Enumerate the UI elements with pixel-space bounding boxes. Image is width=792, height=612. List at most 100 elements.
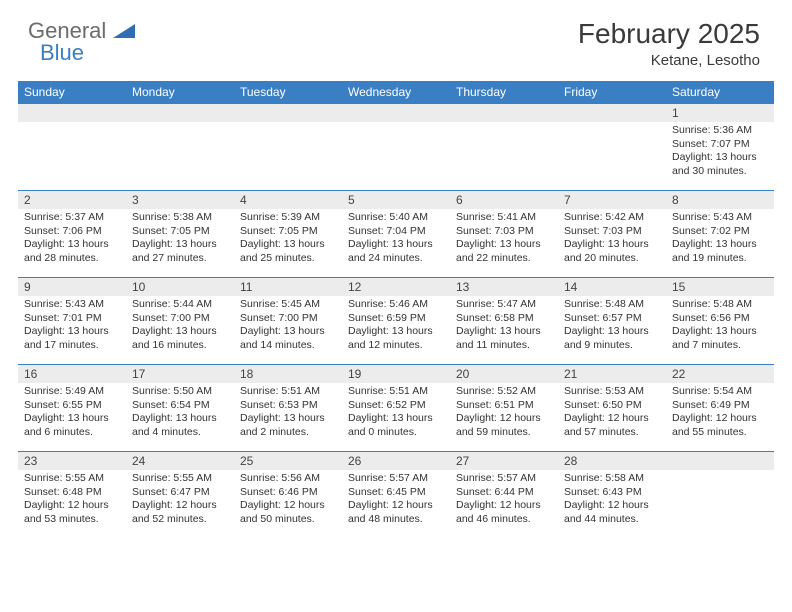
sunrise-text: Sunrise: 5:50 AM <box>132 385 228 399</box>
week-row: 1 Sunrise: 5:36 AMSunset: 7:07 PMDaylight… <box>18 103 774 190</box>
sunrise-text: Sunrise: 5:56 AM <box>240 472 336 486</box>
sunset-text: Sunset: 6:59 PM <box>348 312 444 326</box>
day-number: 17 <box>126 365 234 383</box>
day-number: 16 <box>18 365 126 383</box>
weekday-header: Wednesday <box>342 81 450 103</box>
sunrise-text: Sunrise: 5:45 AM <box>240 298 336 312</box>
day-cell <box>234 104 342 190</box>
day-cell: 21Sunrise: 5:53 AMSunset: 6:50 PMDayligh… <box>558 365 666 451</box>
sunrise-text: Sunrise: 5:44 AM <box>132 298 228 312</box>
sunrise-text: Sunrise: 5:55 AM <box>24 472 120 486</box>
day-cell: 17Sunrise: 5:50 AMSunset: 6:54 PMDayligh… <box>126 365 234 451</box>
daylight-text: Daylight: 13 hours and 16 minutes. <box>132 325 228 352</box>
day-cell <box>342 104 450 190</box>
sunrise-text: Sunrise: 5:40 AM <box>348 211 444 225</box>
day-details: Sunrise: 5:51 AMSunset: 6:52 PMDaylight:… <box>342 383 450 444</box>
daylight-text: Daylight: 13 hours and 25 minutes. <box>240 238 336 265</box>
sunset-text: Sunset: 7:01 PM <box>24 312 120 326</box>
logo: General Blue <box>28 18 135 66</box>
day-details: Sunrise: 5:53 AMSunset: 6:50 PMDaylight:… <box>558 383 666 444</box>
day-cell: 27Sunrise: 5:57 AMSunset: 6:44 PMDayligh… <box>450 452 558 538</box>
day-cell: 6Sunrise: 5:41 AMSunset: 7:03 PMDaylight… <box>450 191 558 277</box>
day-cell: 25Sunrise: 5:56 AMSunset: 6:46 PMDayligh… <box>234 452 342 538</box>
day-details: Sunrise: 5:45 AMSunset: 7:00 PMDaylight:… <box>234 296 342 357</box>
sunset-text: Sunset: 7:03 PM <box>564 225 660 239</box>
day-details: Sunrise: 5:51 AMSunset: 6:53 PMDaylight:… <box>234 383 342 444</box>
day-number: 8 <box>666 191 774 209</box>
day-details: Sunrise: 5:57 AMSunset: 6:45 PMDaylight:… <box>342 470 450 531</box>
daylight-text: Daylight: 13 hours and 2 minutes. <box>240 412 336 439</box>
weekday-header: Thursday <box>450 81 558 103</box>
sunrise-text: Sunrise: 5:42 AM <box>564 211 660 225</box>
day-cell: 16Sunrise: 5:49 AMSunset: 6:55 PMDayligh… <box>18 365 126 451</box>
weekday-header: Friday <box>558 81 666 103</box>
day-number: 22 <box>666 365 774 383</box>
calendar: SundayMondayTuesdayWednesdayThursdayFrid… <box>18 81 774 538</box>
sunrise-text: Sunrise: 5:51 AM <box>348 385 444 399</box>
day-number: 12 <box>342 278 450 296</box>
daylight-text: Daylight: 13 hours and 0 minutes. <box>348 412 444 439</box>
day-number: 27 <box>450 452 558 470</box>
daylight-text: Daylight: 12 hours and 48 minutes. <box>348 499 444 526</box>
day-cell: 4Sunrise: 5:39 AMSunset: 7:05 PMDaylight… <box>234 191 342 277</box>
sunset-text: Sunset: 6:53 PM <box>240 399 336 413</box>
daylight-text: Daylight: 13 hours and 11 minutes. <box>456 325 552 352</box>
day-cell <box>450 104 558 190</box>
empty-day-number <box>558 104 666 122</box>
sunrise-text: Sunrise: 5:36 AM <box>672 124 768 138</box>
week-row: 16Sunrise: 5:49 AMSunset: 6:55 PMDayligh… <box>18 364 774 451</box>
sunrise-text: Sunrise: 5:43 AM <box>24 298 120 312</box>
daylight-text: Daylight: 13 hours and 27 minutes. <box>132 238 228 265</box>
day-cell: 22Sunrise: 5:54 AMSunset: 6:49 PMDayligh… <box>666 365 774 451</box>
sunrise-text: Sunrise: 5:53 AM <box>564 385 660 399</box>
day-details: Sunrise: 5:48 AMSunset: 6:57 PMDaylight:… <box>558 296 666 357</box>
sunset-text: Sunset: 7:05 PM <box>132 225 228 239</box>
day-cell: 12Sunrise: 5:46 AMSunset: 6:59 PMDayligh… <box>342 278 450 364</box>
daylight-text: Daylight: 13 hours and 30 minutes. <box>672 151 768 178</box>
sunrise-text: Sunrise: 5:48 AM <box>672 298 768 312</box>
sunset-text: Sunset: 6:49 PM <box>672 399 768 413</box>
day-number: 19 <box>342 365 450 383</box>
sunset-text: Sunset: 7:07 PM <box>672 138 768 152</box>
day-details: Sunrise: 5:50 AMSunset: 6:54 PMDaylight:… <box>126 383 234 444</box>
day-details: Sunrise: 5:55 AMSunset: 6:48 PMDaylight:… <box>18 470 126 531</box>
day-details: Sunrise: 5:47 AMSunset: 6:58 PMDaylight:… <box>450 296 558 357</box>
day-number: 26 <box>342 452 450 470</box>
sunrise-text: Sunrise: 5:47 AM <box>456 298 552 312</box>
week-row: 2Sunrise: 5:37 AMSunset: 7:06 PMDaylight… <box>18 190 774 277</box>
sunrise-text: Sunrise: 5:57 AM <box>456 472 552 486</box>
sunset-text: Sunset: 7:04 PM <box>348 225 444 239</box>
daylight-text: Daylight: 12 hours and 44 minutes. <box>564 499 660 526</box>
weekday-header: Monday <box>126 81 234 103</box>
day-cell <box>18 104 126 190</box>
daylight-text: Daylight: 13 hours and 24 minutes. <box>348 238 444 265</box>
day-number: 10 <box>126 278 234 296</box>
sunrise-text: Sunrise: 5:48 AM <box>564 298 660 312</box>
sunrise-text: Sunrise: 5:55 AM <box>132 472 228 486</box>
day-cell: 19Sunrise: 5:51 AMSunset: 6:52 PMDayligh… <box>342 365 450 451</box>
day-details: Sunrise: 5:56 AMSunset: 6:46 PMDaylight:… <box>234 470 342 531</box>
day-number: 2 <box>18 191 126 209</box>
day-number: 1 <box>666 104 774 122</box>
daylight-text: Daylight: 12 hours and 46 minutes. <box>456 499 552 526</box>
day-number: 21 <box>558 365 666 383</box>
daylight-text: Daylight: 12 hours and 50 minutes. <box>240 499 336 526</box>
day-number: 23 <box>18 452 126 470</box>
day-number: 4 <box>234 191 342 209</box>
day-cell <box>666 452 774 538</box>
day-cell: 9Sunrise: 5:43 AMSunset: 7:01 PMDaylight… <box>18 278 126 364</box>
sunset-text: Sunset: 6:45 PM <box>348 486 444 500</box>
day-number: 25 <box>234 452 342 470</box>
daylight-text: Daylight: 13 hours and 19 minutes. <box>672 238 768 265</box>
day-cell: 2Sunrise: 5:37 AMSunset: 7:06 PMDaylight… <box>18 191 126 277</box>
sunrise-text: Sunrise: 5:41 AM <box>456 211 552 225</box>
sunset-text: Sunset: 6:57 PM <box>564 312 660 326</box>
header: General Blue February 2025 Ketane, Lesot… <box>0 0 792 77</box>
day-details: Sunrise: 5:43 AMSunset: 7:01 PMDaylight:… <box>18 296 126 357</box>
sunrise-text: Sunrise: 5:52 AM <box>456 385 552 399</box>
sunset-text: Sunset: 7:05 PM <box>240 225 336 239</box>
day-cell: 13Sunrise: 5:47 AMSunset: 6:58 PMDayligh… <box>450 278 558 364</box>
day-cell: 18Sunrise: 5:51 AMSunset: 6:53 PMDayligh… <box>234 365 342 451</box>
sunrise-text: Sunrise: 5:38 AM <box>132 211 228 225</box>
sunset-text: Sunset: 6:54 PM <box>132 399 228 413</box>
